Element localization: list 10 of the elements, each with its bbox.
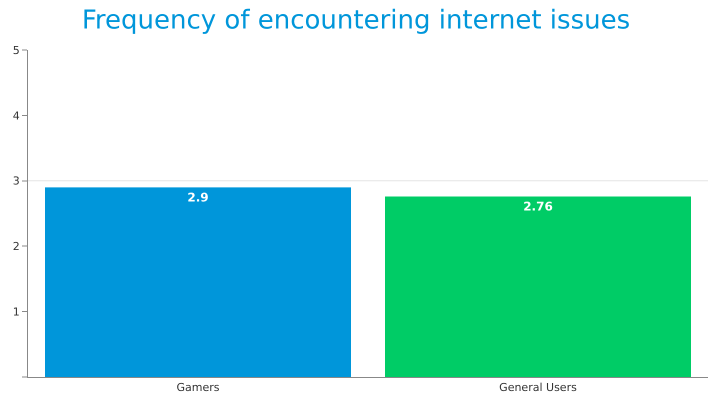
y-tick-label: 3 <box>12 174 20 188</box>
chart-title: Frequency of encountering internet issues <box>82 5 630 36</box>
x-tick-label: Gamers <box>176 381 220 394</box>
y-tick-label: 1 <box>12 305 20 318</box>
data-label: 2.76 <box>523 200 553 214</box>
y-tick-label: 5 <box>12 44 20 57</box>
data-label: 2.9 <box>187 190 209 204</box>
y-tick-label: 4 <box>12 109 20 122</box>
x-tick-label: General Users <box>499 381 578 394</box>
y-tick-label: 2 <box>12 240 20 254</box>
